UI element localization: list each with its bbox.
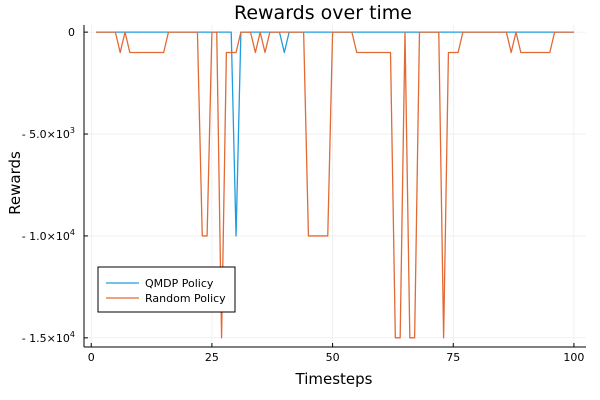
x-axis-label: Timesteps <box>295 370 373 388</box>
legend-label-qmdp: QMDP Policy <box>145 277 214 290</box>
y-tick-label: - 1.5×104 <box>22 330 75 345</box>
x-tick-label: 25 <box>205 351 219 364</box>
chart-title: Rewards over time <box>234 2 412 24</box>
y-tick-label: - 5.0×103 <box>22 126 75 141</box>
series-lines <box>96 31 574 339</box>
x-tick-label: 50 <box>326 351 340 364</box>
x-tick-label: 75 <box>446 351 460 364</box>
legend-label-random: Random Policy <box>145 292 226 305</box>
y-axis-label: Rewards <box>6 151 24 215</box>
series-line-random <box>96 31 574 339</box>
x-tick-label: 100 <box>563 351 584 364</box>
axes: 0 25 50 75 100 0 - 5.0×103 - 1.0×104 - 1.5×104 <box>22 25 586 364</box>
x-tick-label: 0 <box>88 351 95 364</box>
legend: QMDP Policy Random Policy <box>97 266 236 313</box>
y-tick-label: 0 <box>68 26 75 39</box>
legend-box <box>97 266 236 313</box>
y-tick-label: - 1.0×104 <box>22 228 75 243</box>
